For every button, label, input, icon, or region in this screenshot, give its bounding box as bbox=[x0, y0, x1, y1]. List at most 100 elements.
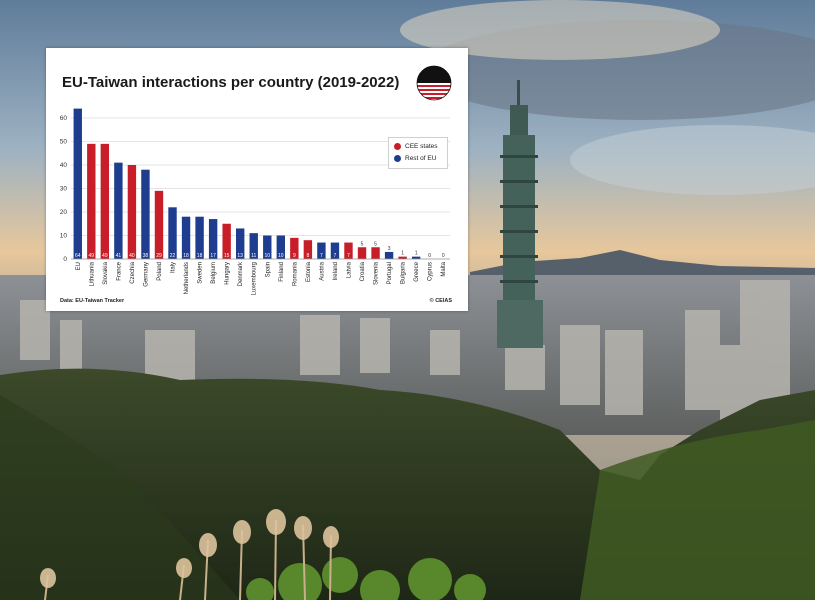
data-label: 49 bbox=[89, 253, 95, 259]
data-label: 10 bbox=[278, 253, 284, 259]
x-tick-label: Poland bbox=[157, 262, 163, 281]
y-tick-label: 20 bbox=[60, 209, 68, 216]
bar bbox=[384, 251, 394, 259]
x-tick-label: Cyprus bbox=[428, 262, 434, 281]
y-tick-label: 60 bbox=[60, 115, 68, 122]
bar bbox=[303, 240, 313, 259]
bar bbox=[195, 216, 204, 259]
data-label: 9 bbox=[293, 253, 296, 259]
data-label: 64 bbox=[75, 253, 81, 259]
bar bbox=[154, 190, 164, 259]
data-label: 17 bbox=[210, 253, 216, 259]
bar bbox=[290, 237, 299, 259]
legend-item-rest: Rest of EU bbox=[394, 155, 436, 162]
y-tick-label: 40 bbox=[60, 162, 68, 169]
data-label: 18 bbox=[183, 253, 189, 259]
taipei-101-tower-icon bbox=[497, 80, 543, 348]
x-tick-label: EU bbox=[76, 262, 82, 270]
data-label: 8 bbox=[306, 253, 309, 259]
y-tick-label: 50 bbox=[60, 139, 68, 146]
bar bbox=[87, 143, 96, 259]
bar bbox=[371, 247, 380, 259]
data-label: 38 bbox=[143, 253, 149, 259]
data-label: 11 bbox=[251, 253, 256, 259]
data-label: 5 bbox=[361, 241, 364, 247]
data-label: 5 bbox=[374, 241, 377, 247]
data-label: 22 bbox=[170, 253, 176, 259]
x-tick-label: Sweden bbox=[198, 262, 204, 284]
y-tick-label: 0 bbox=[63, 256, 67, 263]
data-label: 18 bbox=[197, 253, 203, 259]
legend-swatch-rest bbox=[394, 155, 401, 162]
chart-legend: CEE states Rest of EU bbox=[388, 137, 448, 169]
bar bbox=[411, 256, 421, 259]
data-label: 7 bbox=[334, 253, 337, 259]
data-label: 41 bbox=[116, 253, 122, 259]
x-tick-label: Ireland bbox=[333, 262, 339, 280]
bar bbox=[249, 233, 258, 259]
x-tick-label: Czechia bbox=[130, 261, 136, 283]
x-tick-label: France bbox=[116, 261, 122, 280]
legend-item-cee: CEE states bbox=[394, 143, 438, 150]
legend-swatch-cee bbox=[394, 143, 401, 150]
bar bbox=[141, 169, 150, 259]
x-tick-label: Germany bbox=[143, 262, 149, 287]
x-tick-label: Malta bbox=[441, 261, 447, 276]
x-tick-label: Slovakia bbox=[103, 261, 109, 284]
x-tick-label: Belgium bbox=[211, 262, 217, 284]
x-tick-label: Bulgaria bbox=[401, 261, 407, 284]
x-tick-label: Croatia bbox=[360, 261, 366, 281]
data-label: 3 bbox=[388, 246, 391, 252]
data-label: 10 bbox=[264, 253, 270, 259]
data-label: 0 bbox=[428, 253, 431, 259]
ceias-logo-icon bbox=[416, 65, 452, 101]
legend-label-rest: Rest of EU bbox=[405, 155, 437, 162]
chart-card: EU-Taiwan interactions per country (2019… bbox=[46, 48, 468, 311]
x-tick-label: Greece bbox=[414, 261, 420, 281]
x-tick-label: Spain bbox=[265, 262, 271, 277]
bar bbox=[344, 242, 353, 259]
data-label: 0 bbox=[442, 253, 445, 259]
x-tick-label: Latvia bbox=[346, 261, 352, 278]
x-tick-label: Luxembourg bbox=[252, 262, 258, 295]
x-tick-label: Denmark bbox=[238, 261, 244, 286]
bar bbox=[100, 143, 110, 259]
bar bbox=[263, 235, 272, 259]
data-label: 13 bbox=[237, 253, 243, 259]
data-label: 40 bbox=[129, 253, 135, 259]
legend-label-cee: CEE states bbox=[405, 143, 438, 150]
bar bbox=[330, 242, 340, 259]
bar bbox=[317, 242, 326, 259]
x-tick-label: Portugal bbox=[387, 262, 393, 284]
x-tick-label: Netherlands bbox=[184, 262, 190, 294]
x-tick-label: Finland bbox=[279, 262, 285, 282]
data-label: 7 bbox=[320, 253, 323, 259]
bar bbox=[127, 165, 137, 259]
y-tick-label: 30 bbox=[60, 186, 68, 193]
data-label: 49 bbox=[102, 253, 108, 259]
x-tick-label: Italy bbox=[171, 262, 177, 273]
bar bbox=[181, 216, 191, 259]
x-tick-label: Slovenia bbox=[374, 261, 380, 285]
x-tick-label: Austria bbox=[319, 261, 325, 280]
data-label: 15 bbox=[224, 253, 230, 259]
x-tick-label: Hungary bbox=[225, 262, 231, 285]
bar bbox=[208, 219, 218, 259]
data-label: 1 bbox=[401, 251, 404, 257]
bar bbox=[168, 207, 177, 259]
bar-chart: 010203040506064EU49Lithuania49Slovakia41… bbox=[60, 108, 450, 295]
credit-note: © CEIAS bbox=[429, 298, 452, 304]
chart-title: EU-Taiwan interactions per country (2019… bbox=[62, 74, 400, 91]
bar bbox=[114, 162, 123, 259]
bar bbox=[73, 108, 82, 259]
bar bbox=[276, 235, 285, 259]
x-tick-label: Lithuania bbox=[89, 261, 95, 286]
source-note: Data: EU-Taiwan Tracker bbox=[60, 298, 125, 304]
bar bbox=[222, 223, 231, 259]
x-tick-label: Romania bbox=[292, 261, 298, 286]
data-label: 29 bbox=[156, 253, 162, 259]
data-label: 7 bbox=[347, 253, 350, 259]
data-label: 1 bbox=[415, 251, 418, 257]
bar bbox=[398, 256, 407, 259]
bar bbox=[357, 247, 367, 259]
